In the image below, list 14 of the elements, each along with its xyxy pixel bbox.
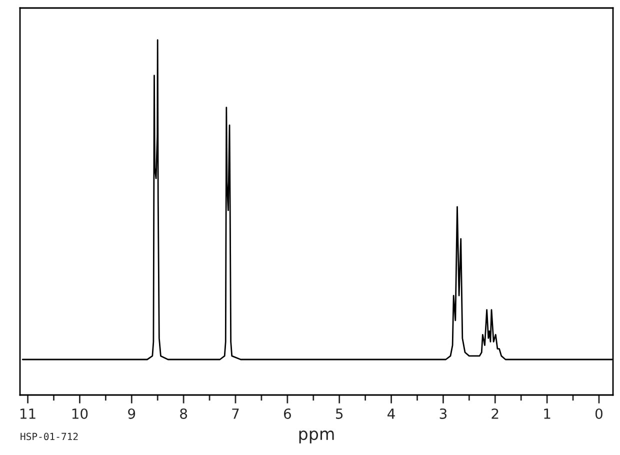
x-tick-label: 3	[440, 408, 447, 419]
x-tick-label: 5	[336, 408, 343, 419]
x-tick-label: 2	[492, 408, 498, 419]
x-tick-label: 10	[72, 408, 88, 419]
x-tick-label: 9	[128, 408, 136, 419]
x-tick-label: 1	[544, 408, 550, 419]
x-tick-label: 6	[284, 408, 291, 419]
x-axis-title: ppm	[299, 430, 334, 444]
x-tick-label: 8	[180, 408, 188, 419]
x-tick-label: 0	[595, 408, 602, 419]
x-tick-label: 4	[388, 408, 395, 419]
x-tick-label: 11	[20, 408, 36, 419]
x-tick-label: 7	[232, 408, 239, 419]
text: HSP-01-712	[20, 432, 78, 440]
